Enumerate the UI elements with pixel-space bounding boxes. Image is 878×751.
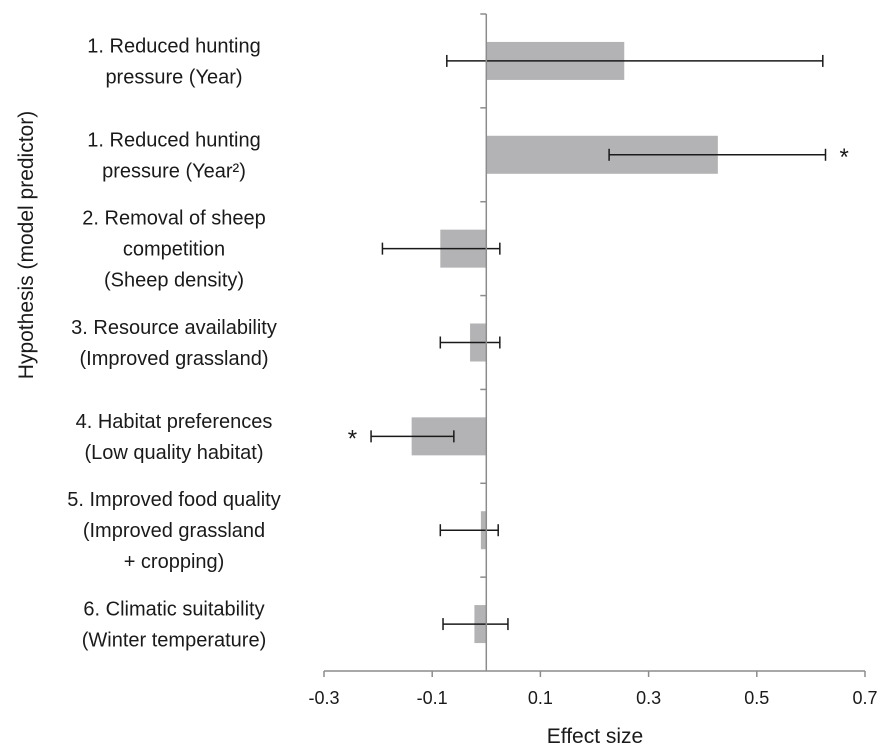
x-tick-label-4: 0.3 — [636, 688, 661, 708]
category-label-4-line-2: (Improved grassland) — [80, 348, 269, 370]
category-label-1-line-2: pressure (Year) — [105, 66, 242, 88]
category-label-5: 4. Habitat preferences (Low quality habit… — [76, 411, 273, 464]
significance-star-2: * — [840, 144, 849, 171]
category-label-5-line-2: (Low quality habitat) — [85, 442, 264, 464]
x-tick-label-3: 0.1 — [528, 688, 553, 708]
error-bars-layer: ** — [348, 54, 849, 631]
category-label-3-line-3: (Sheep density) — [104, 270, 244, 292]
category-label-4: 3. Resource availability (Improved grassl… — [71, 317, 277, 370]
category-label-2-line-2: pressure (Year²) — [102, 160, 246, 182]
category-label-6-line-1: 5. Improved food quality — [67, 489, 280, 511]
x-tick-label-5: 0.5 — [744, 688, 769, 708]
category-label-2: 1. Reduced hunting pressure (Year²) — [87, 129, 260, 182]
category-label-7: 6. Climatic suitability (Winter temperatu… — [82, 599, 267, 652]
category-label-2-line-1: 1. Reduced hunting — [87, 129, 260, 151]
x-tick-label-1: -0.3 — [308, 688, 339, 708]
significance-star-5: * — [348, 425, 357, 452]
category-labels-layer: 1. Reduced hunting pressure (Year)1. Redu… — [67, 35, 280, 651]
y-axis-title: Hypothesis (model predictor) — [15, 111, 38, 379]
x-axis-title: Effect size — [547, 725, 644, 748]
axes-layer: -0.3 -0.1 0.1 0.3 0.5 0.7 — [308, 13, 878, 708]
category-label-7-line-2: (Winter temperature) — [82, 630, 267, 652]
x-tick-label-2: -0.1 — [417, 688, 448, 708]
category-label-4-line-1: 3. Resource availability — [71, 317, 277, 339]
category-label-7-line-1: 6. Climatic suitability — [83, 599, 264, 621]
x-tick-label-6: 0.7 — [852, 688, 877, 708]
category-label-5-line-1: 4. Habitat preferences — [76, 411, 273, 433]
category-label-3: 2. Removal of sheep competition (Sheep den… — [82, 208, 265, 292]
category-label-6-line-2: (Improved grassland — [83, 520, 265, 542]
category-label-6-line-3: + cropping) — [124, 551, 225, 573]
category-label-6: 5. Improved food quality (Improved grassl… — [67, 489, 280, 573]
category-label-1: 1. Reduced hunting pressure (Year) — [87, 35, 260, 88]
category-label-1-line-1: 1. Reduced hunting — [87, 35, 260, 57]
category-label-3-line-1: 2. Removal of sheep — [82, 208, 265, 230]
category-label-3-line-2: competition — [123, 239, 225, 261]
